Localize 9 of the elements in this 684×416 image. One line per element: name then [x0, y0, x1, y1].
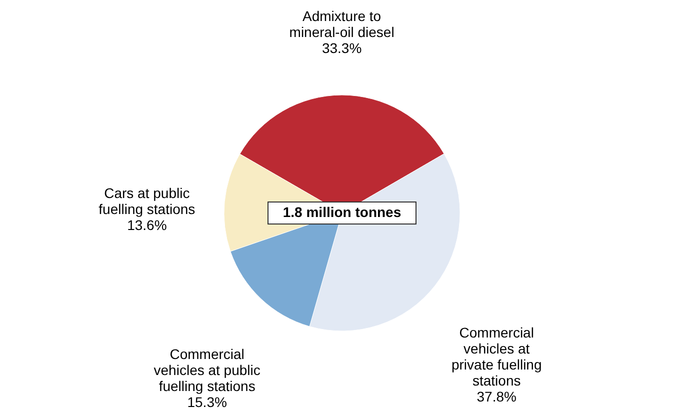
data-label: 15.3% [187, 394, 227, 410]
slice-label: Commercial vehicles at private fuelling stations [451, 324, 542, 388]
slice-label: Commercial vehicles at public fuelling stations [154, 346, 260, 394]
slice-label: Admixture to mineral-oil diesel [289, 8, 394, 40]
data-label: 37.8% [476, 388, 516, 404]
slice-label: Cars at public fuelling stations [98, 185, 196, 218]
data-label: 13.6% [127, 217, 167, 234]
data-label: 33.3% [322, 40, 362, 56]
text: 1.8 million tonnes [282, 204, 402, 220]
